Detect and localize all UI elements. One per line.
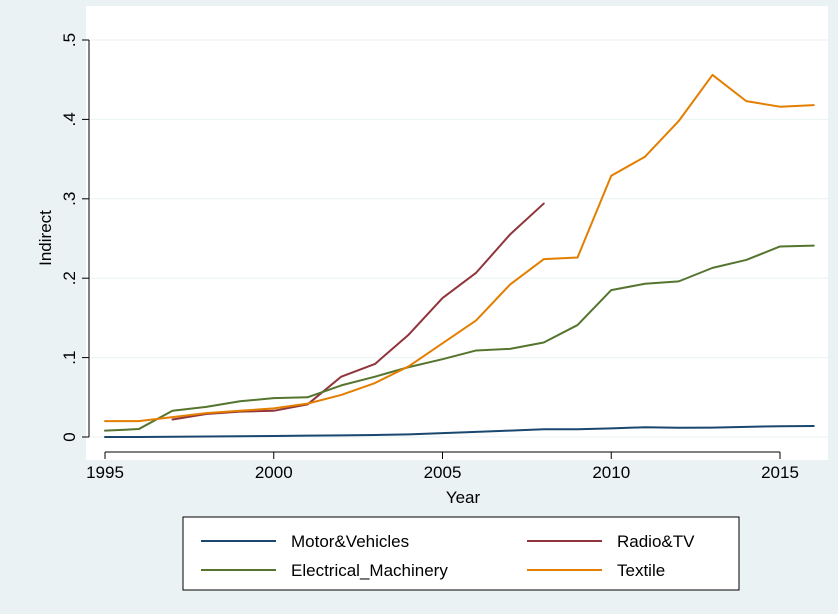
series-line-textile [104, 73, 815, 423]
x-tick-label: 2005 [424, 463, 462, 482]
y-tick-label: 0 [60, 432, 79, 441]
plot-region [86, 6, 828, 460]
legend-label-motor-vehicles: Motor&Vehicles [291, 532, 409, 551]
series-lines [104, 73, 815, 438]
y-ticks: 0 .1 .2 .3 .4 .5 [60, 33, 89, 442]
legend-label-electrical-machinery: Electrical_Machinery [291, 561, 448, 580]
x-tick-label: 2010 [592, 463, 630, 482]
legend-label-textile: Textile [617, 561, 665, 580]
x-ticks: 1995 2000 2005 2010 2015 [86, 452, 799, 482]
y-tick-label: .4 [60, 112, 79, 126]
x-tick-label: 1995 [86, 463, 124, 482]
y-tick-label: .3 [60, 192, 79, 206]
legend-box [182, 516, 740, 591]
y-axis-title: Indirect [36, 210, 55, 266]
y-tick-label: .2 [60, 271, 79, 285]
legend-label-radio-tv: Radio&TV [617, 532, 695, 551]
series-line-electrical-machinery [104, 244, 815, 432]
series-line-motor-vehicles [104, 425, 815, 438]
y-tick-label: .5 [60, 33, 79, 47]
legend: Motor&Vehicles Radio&TV Electrical_Machi… [182, 516, 740, 591]
x-axis-title: Year [446, 488, 481, 507]
x-tick-label: 2000 [255, 463, 293, 482]
x-tick-label: 2015 [761, 463, 799, 482]
y-tick-label: .1 [60, 351, 79, 365]
